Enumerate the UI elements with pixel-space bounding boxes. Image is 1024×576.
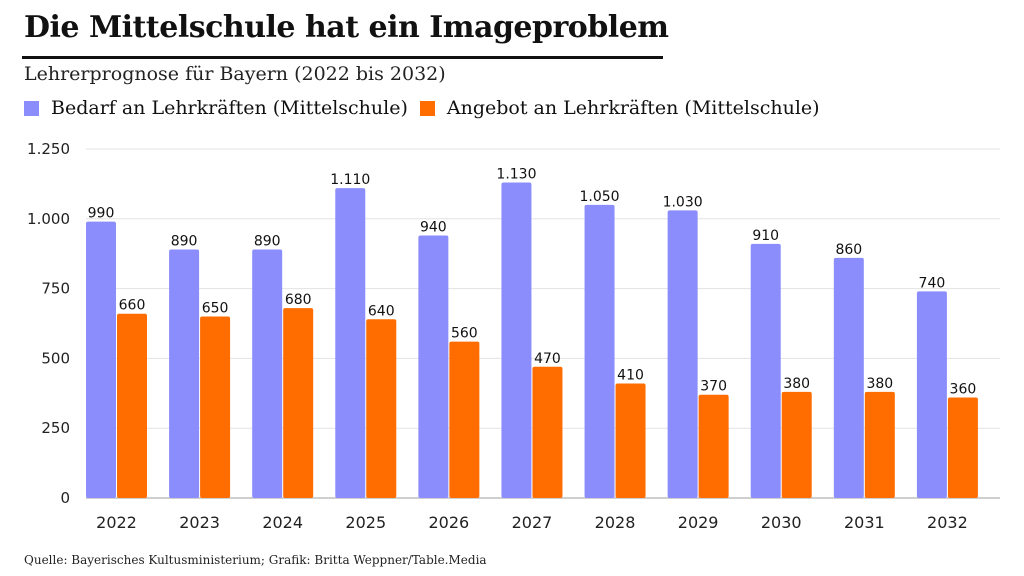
bar-bedarf	[169, 249, 200, 498]
y-tick-label: 250	[41, 419, 70, 437]
legend-item-angebot: Angebot an Lehrkräften (Mittelschule)	[419, 97, 820, 119]
data-label: 380	[866, 376, 893, 392]
x-tick-label: 2023	[179, 513, 220, 532]
legend-label-bedarf: Bedarf an Lehrkräften (Mittelschule)	[51, 97, 408, 119]
data-label: 650	[202, 301, 229, 317]
y-axis: 0 250 500 750 1.000 1.250	[27, 140, 70, 507]
data-label: 640	[368, 303, 395, 319]
data-label: 1.050	[579, 189, 619, 205]
bar-bedarf	[916, 291, 947, 498]
bar-angebot	[366, 319, 397, 498]
bar-bedarf	[252, 249, 283, 498]
data-label: 680	[285, 292, 312, 308]
bar-angebot	[117, 313, 147, 498]
data-label: 470	[534, 351, 561, 367]
data-label: 370	[700, 379, 727, 395]
data-label: 890	[171, 234, 198, 250]
x-tick-label: 2029	[678, 513, 719, 532]
bar-bedarf	[750, 243, 781, 498]
bar-angebot	[449, 341, 480, 498]
data-label: 410	[617, 368, 644, 384]
x-tick-label: 2025	[345, 513, 386, 532]
x-tick-label: 2031	[844, 513, 885, 532]
bar-bedarf	[335, 188, 366, 498]
bar-angebot	[698, 394, 729, 498]
source-note: Quelle: Bayerisches Kultusministerium; G…	[24, 553, 487, 567]
y-tick-label: 0	[60, 489, 70, 507]
data-label: 940	[420, 220, 447, 236]
data-label: 1.110	[330, 172, 370, 188]
data-label: 740	[919, 275, 946, 291]
data-label: 1.030	[663, 194, 703, 210]
legend-swatch-angebot	[419, 100, 435, 116]
bar-angebot	[615, 383, 646, 498]
data-label: 660	[119, 298, 146, 314]
legend-swatch-bedarf	[24, 100, 39, 116]
x-tick-label: 2022	[96, 513, 137, 532]
bar-bedarf	[584, 204, 615, 498]
data-labels: 990 660 890 650 890 680 1.110 640 940 560 1.130 470…	[88, 167, 977, 398]
x-tick-label: 2028	[595, 513, 636, 532]
legend-label-angebot: Angebot an Lehrkräften (Mittelschule)	[446, 97, 820, 119]
x-tick-label: 2024	[262, 513, 303, 532]
data-label: 890	[254, 234, 281, 250]
bar-bedarf	[86, 221, 116, 498]
data-label: 910	[752, 228, 779, 244]
data-label: 860	[835, 242, 862, 258]
y-tick-label: 750	[41, 280, 70, 298]
bar-bedarf	[667, 210, 698, 498]
bar-angebot	[947, 397, 978, 498]
y-tick-label: 1.000	[27, 210, 70, 228]
title-underline	[22, 56, 663, 59]
data-label: 990	[88, 206, 115, 222]
x-tick-label: 2032	[927, 513, 968, 532]
y-tick-label: 1.250	[27, 140, 70, 158]
bar-angebot	[283, 308, 314, 498]
bar-angebot	[200, 316, 231, 498]
bar-angebot	[532, 366, 563, 498]
bar-angebot	[864, 391, 895, 498]
legend-item-bedarf: Bedarf an Lehrkräften (Mittelschule)	[24, 97, 408, 119]
bar-bedarf	[418, 235, 449, 498]
data-label: 560	[451, 326, 478, 342]
data-label: 360	[950, 381, 977, 397]
y-tick-label: 500	[41, 349, 70, 367]
bar-bedarf	[833, 257, 864, 498]
bar-bedarf	[501, 182, 532, 498]
bars	[86, 182, 978, 498]
x-tick-label: 2026	[429, 513, 470, 532]
x-tick-label: 2030	[761, 513, 802, 532]
data-label: 1.130	[496, 167, 536, 183]
legend: Bedarf an Lehrkräften (Mittelschule) Ang…	[24, 97, 832, 119]
bar-chart: 0 250 500 750 1.000 1.250 990 660 890 650 890 680 1…	[27, 140, 1000, 532]
x-tick-label: 2027	[512, 513, 553, 532]
chart-title: Die Mittelschule hat ein Imageproblem	[24, 10, 669, 45]
data-label: 380	[783, 376, 810, 392]
chart-subtitle: Lehrerprognose für Bayern (2022 bis 2032…	[24, 63, 446, 85]
x-axis: 2022 2023 2024 2025 2026 2027 2028 2029 2030 2031…	[96, 513, 968, 532]
bar-angebot	[781, 391, 812, 498]
